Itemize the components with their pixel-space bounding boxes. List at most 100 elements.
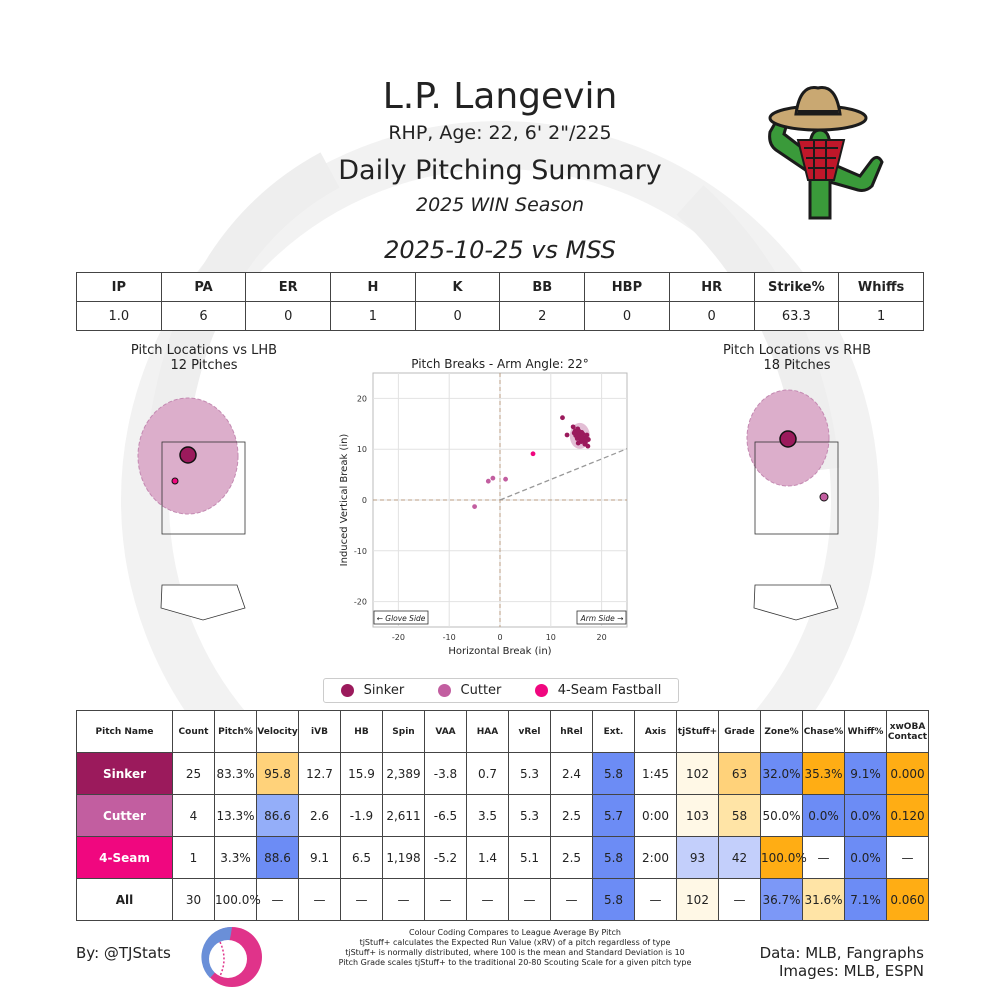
ivb-cell: 2.6 [298, 794, 341, 837]
legend-cutter-label: Cutter [460, 683, 502, 698]
velocity-cell: 95.8 [256, 752, 299, 795]
hb-cell: -1.9 [340, 794, 383, 837]
stat-line-value-row: 1.0 6 0 1 0 2 0 0 63.3 1 [76, 301, 924, 331]
vrel-cell: 5.3 [508, 752, 551, 795]
pitch-name-cell: Cutter [76, 794, 173, 837]
tjstuff-cell: 103 [676, 794, 719, 837]
col-header-ext: Ext. [592, 710, 635, 753]
arm-side-box [576, 610, 627, 625]
ivb-cell: — [298, 878, 341, 921]
spin-cell: — [382, 878, 425, 921]
stat-value-pa: 6 [160, 301, 247, 331]
footer-note-3: tjStuff+ is normally distributed, where … [345, 948, 685, 957]
col-header-pitch-pct: Pitch% [214, 710, 257, 753]
tjstuff-cell: 93 [676, 836, 719, 879]
pitch-point-sinker [570, 424, 576, 430]
hrel-cell: — [550, 878, 593, 921]
arm-side-label: Arm Side → [580, 614, 624, 623]
hb-cell: 6.5 [340, 836, 383, 879]
col-header-velocity: Velocity [256, 710, 299, 753]
col-header-pitch-name: Pitch Name [76, 710, 173, 753]
col-header-tjstuff: tjStuff+ [676, 710, 719, 753]
x-tick-label: 0 [497, 633, 502, 642]
velocity-cell: — [256, 878, 299, 921]
stat-value-k: 0 [414, 301, 501, 331]
pitch-pct-cell: 83.3% [214, 752, 257, 795]
vaa-cell: -6.5 [424, 794, 467, 837]
stat-value-h: 1 [330, 301, 416, 331]
col-header-ivb: iVB [298, 710, 341, 753]
lhb-strike-zone [161, 441, 246, 535]
y-tick-label: -10 [354, 547, 367, 556]
lhb-pitch-count: 12 Pitches [170, 358, 238, 373]
pitch-point-sinker [560, 415, 565, 421]
pitch-point-sinker [575, 440, 581, 446]
stat-value-hr: 0 [668, 301, 755, 331]
game-label: 2025-10-25 vs MSS [384, 236, 616, 264]
spin-cell: 2,389 [382, 752, 425, 795]
footer-notes: Colour Coding Compares to League Average… [300, 928, 730, 968]
lhb-sinker-mean-marker [179, 446, 197, 464]
col-header-axis: Axis [634, 710, 677, 753]
pitch-point-cutter [503, 476, 508, 482]
spin-cell: 2,611 [382, 794, 425, 837]
rhb-cutter-marker [819, 492, 829, 502]
count-cell: 1 [172, 836, 215, 879]
y-axis-label: Induced Vertical Break (in) [339, 434, 350, 567]
whiff-pct-cell: 0.0% [844, 794, 887, 837]
grade-cell: 42 [718, 836, 761, 879]
player-bio: RHP, Age: 22, 6' 2"/225 [388, 122, 612, 144]
stat-value-strike-pct: 63.3 [753, 301, 840, 331]
legend-fourseam-label: 4-Seam Fastball [557, 683, 662, 698]
stat-header-hbp: HBP [584, 272, 670, 302]
pitch-table-header-row: Pitch Name Count Pitch% Velocity iVB HB … [76, 710, 929, 753]
x-axis-label: Horizontal Break (in) [448, 646, 551, 657]
velocity-cell: 88.6 [256, 836, 299, 879]
footer-note-2: tjStuff+ calculates the Expected Run Val… [359, 938, 671, 947]
chase-pct-cell: 0.0% [802, 794, 845, 837]
data-source: Data: MLB, Fangraphs [759, 944, 924, 962]
hrel-cell: 2.5 [550, 836, 593, 879]
chart-title: Pitch Breaks - Arm Angle: 22° [411, 357, 589, 371]
col-header-zone-pct: Zone% [760, 710, 803, 753]
stat-header-h: H [330, 272, 416, 302]
pitch-point-sinker [579, 434, 585, 440]
y-tick-label: 20 [357, 394, 367, 403]
legend-item-cutter: Cutter [437, 683, 502, 698]
rhb-panel-title: Pitch Locations vs RHB 18 Pitches [697, 343, 897, 373]
xwoba-contact-cell: 0.060 [886, 878, 929, 921]
spin-cell: 1,198 [382, 836, 425, 879]
rhb-strike-zone [754, 441, 839, 535]
xwoba-contact-cell: 0.000 [886, 752, 929, 795]
whiff-pct-cell: 9.1% [844, 752, 887, 795]
col-header-count: Count [172, 710, 215, 753]
pitch-name-cell: 4-Seam [76, 836, 173, 879]
pitch-name-cell: Sinker [76, 752, 173, 795]
zone-pct-cell: 100.0% [760, 836, 807, 879]
velocity-cell: 86.6 [256, 794, 299, 837]
col-header-grade: Grade [718, 710, 761, 753]
pitch-break-chart: -20 -10 0 10 20 -20 -10 0 10 20 Pitch Breaks - Arm… [339, 357, 628, 657]
pitch-point-cutter [490, 475, 496, 481]
whiff-pct-cell: 0.0% [844, 836, 887, 879]
stat-header-k: K [414, 272, 501, 302]
ext-cell: 5.8 [592, 752, 635, 795]
pitch-metrics-table: Pitch Name Count Pitch% Velocity iVB HB … [76, 710, 929, 921]
col-header-haa: HAA [466, 710, 509, 753]
footer-note-1: Colour Coding Compares to League Average… [409, 928, 621, 937]
col-header-chase-pct: Chase% [802, 710, 845, 753]
footer-note-4: Pitch Grade scales tjStuff+ to the tradi… [338, 958, 692, 967]
ext-cell: 5.7 [592, 794, 635, 837]
count-cell: 25 [172, 752, 215, 795]
pitch-point-cutter [485, 478, 491, 484]
pitch-point-sinker [564, 432, 570, 438]
rhb-pitch-count: 18 Pitches [763, 358, 831, 373]
tjstuff-cell: 102 [676, 878, 719, 921]
pitch-pct-cell: 13.3% [214, 794, 257, 837]
vaa-cell: — [424, 878, 467, 921]
glove-side-box [373, 610, 429, 625]
hb-cell: 15.9 [340, 752, 383, 795]
col-header-vaa: VAA [424, 710, 467, 753]
stat-header-ip: IP [76, 272, 162, 302]
count-cell: 4 [172, 794, 215, 837]
